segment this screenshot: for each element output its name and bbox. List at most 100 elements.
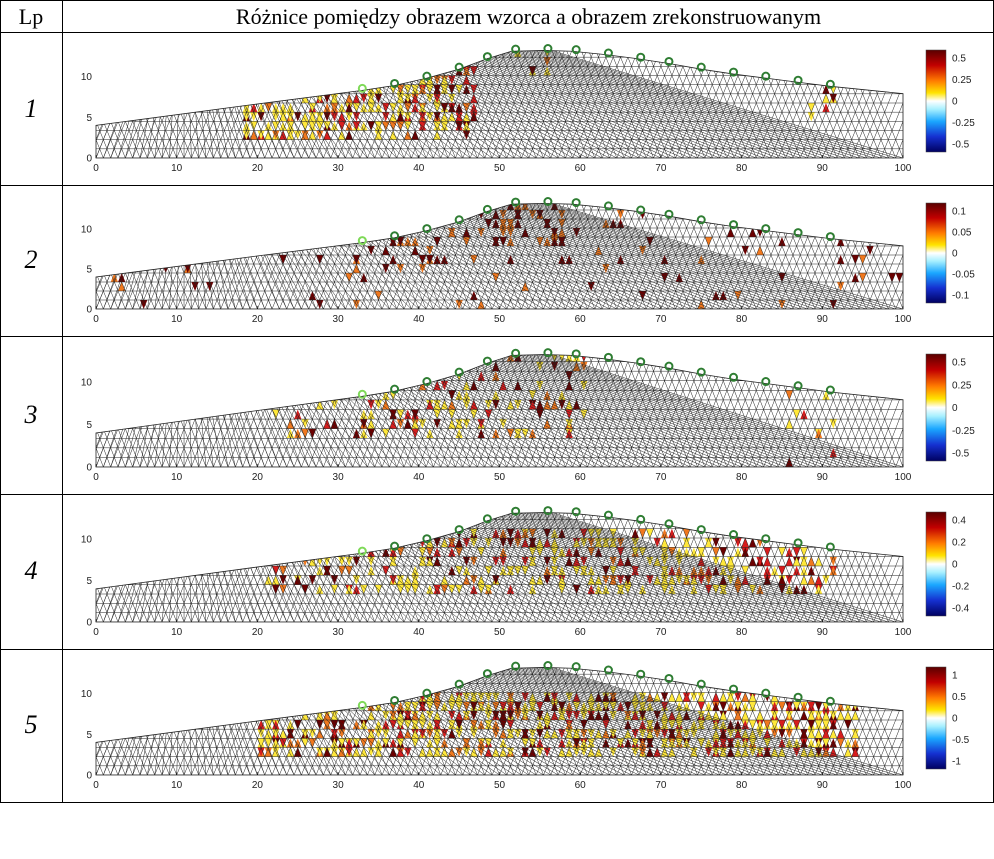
mesh-element — [301, 729, 309, 739]
mesh-element — [499, 747, 507, 757]
mesh-element — [499, 237, 507, 246]
mesh-element — [418, 556, 427, 566]
mesh-element — [756, 729, 764, 739]
mesh-element — [455, 428, 463, 439]
mesh-element — [712, 710, 720, 720]
mesh-element — [279, 112, 287, 122]
electrode-marker — [603, 352, 613, 362]
header-title: Różnice pomiędzy obrazem wzorca a obraze… — [235, 4, 822, 29]
mesh-element — [829, 566, 837, 576]
mesh-element — [792, 701, 801, 711]
mesh-element — [404, 121, 412, 131]
y-tick-label: 5 — [86, 113, 92, 124]
mesh-element — [800, 566, 808, 576]
x-tick-label: 50 — [494, 163, 506, 174]
mesh-element — [279, 566, 287, 576]
mesh-element — [389, 121, 397, 131]
mesh-element — [580, 538, 588, 548]
mesh-element — [536, 738, 544, 748]
x-tick-label: 20 — [252, 163, 264, 174]
mesh-element — [565, 701, 573, 711]
table-border — [0, 185, 994, 186]
colorbar-tick-label: 0.5 — [952, 692, 966, 703]
mesh-element — [675, 556, 683, 566]
mesh-element — [396, 729, 405, 739]
mesh-element — [316, 112, 324, 122]
mesh-element — [580, 710, 588, 720]
mesh-element — [367, 103, 375, 113]
mesh-element — [426, 729, 434, 739]
x-tick-label: 20 — [252, 627, 264, 638]
mesh-element — [352, 255, 361, 264]
mesh-element — [697, 547, 705, 557]
mesh-element — [257, 112, 265, 122]
mesh-element — [352, 121, 361, 131]
x-tick-label: 60 — [575, 627, 587, 638]
x-tick-label: 90 — [817, 472, 829, 483]
x-tick-label: 100 — [895, 627, 912, 638]
mesh-element — [389, 738, 397, 748]
mesh-element — [741, 538, 749, 548]
electrode-marker — [390, 231, 400, 241]
x-tick-label: 70 — [655, 314, 667, 325]
mesh-element — [330, 93, 339, 103]
colorbar-tick-label: 0 — [952, 97, 958, 108]
mesh-element — [301, 419, 309, 429]
electrode-marker — [793, 75, 803, 85]
mesh-element — [426, 547, 434, 557]
mesh-element — [836, 729, 845, 739]
mesh-element — [682, 701, 691, 711]
mesh-element — [807, 738, 815, 748]
mesh-element — [330, 729, 339, 739]
mesh-element — [528, 584, 537, 594]
electrode-marker — [825, 696, 835, 706]
y-tick-label: 5 — [86, 265, 92, 276]
mesh-element — [477, 575, 485, 585]
mesh-element — [338, 103, 346, 113]
x-tick-label: 50 — [494, 627, 506, 638]
mesh-element — [814, 710, 823, 720]
x-tick-label: 90 — [817, 780, 829, 791]
mesh-element — [638, 747, 647, 757]
mesh-element — [851, 255, 859, 264]
mesh-element — [367, 428, 375, 439]
mesh-element — [829, 556, 837, 566]
electrode-marker — [390, 695, 400, 705]
mesh-element — [433, 121, 441, 131]
mesh-element — [484, 720, 493, 730]
colorbar-tick-label: 0.5 — [952, 54, 966, 65]
mesh-element — [477, 692, 485, 702]
mesh-element — [543, 556, 551, 566]
mesh-element — [550, 528, 559, 538]
colorbar-tick-label: -0.5 — [952, 735, 970, 746]
mesh-element — [184, 264, 192, 273]
table-border — [0, 802, 994, 803]
mesh-element — [470, 291, 478, 300]
electrode-marker — [571, 45, 581, 55]
mesh-element — [499, 556, 507, 566]
mesh-element — [272, 729, 280, 739]
mesh-element — [294, 428, 302, 439]
x-tick-label: 50 — [494, 472, 506, 483]
electrode-marker — [454, 62, 464, 72]
colorbar — [925, 353, 947, 462]
mesh-element — [418, 547, 427, 557]
mesh-element — [404, 93, 412, 103]
mesh-element — [286, 747, 295, 757]
mesh-element — [807, 556, 815, 566]
mesh-element — [272, 584, 280, 594]
mesh-element — [433, 729, 441, 739]
mesh-element — [286, 103, 295, 113]
mesh-element — [294, 720, 302, 730]
mesh-element — [844, 701, 852, 711]
mesh-element — [631, 566, 639, 576]
mesh-element — [462, 575, 471, 585]
x-tick-label: 70 — [655, 627, 667, 638]
mesh-element — [770, 701, 779, 711]
mesh-element — [316, 399, 324, 410]
mesh-element — [455, 121, 463, 131]
mesh-element — [528, 528, 537, 538]
colorbar — [925, 666, 947, 770]
mesh-element — [778, 237, 786, 246]
mesh-element — [433, 255, 441, 264]
